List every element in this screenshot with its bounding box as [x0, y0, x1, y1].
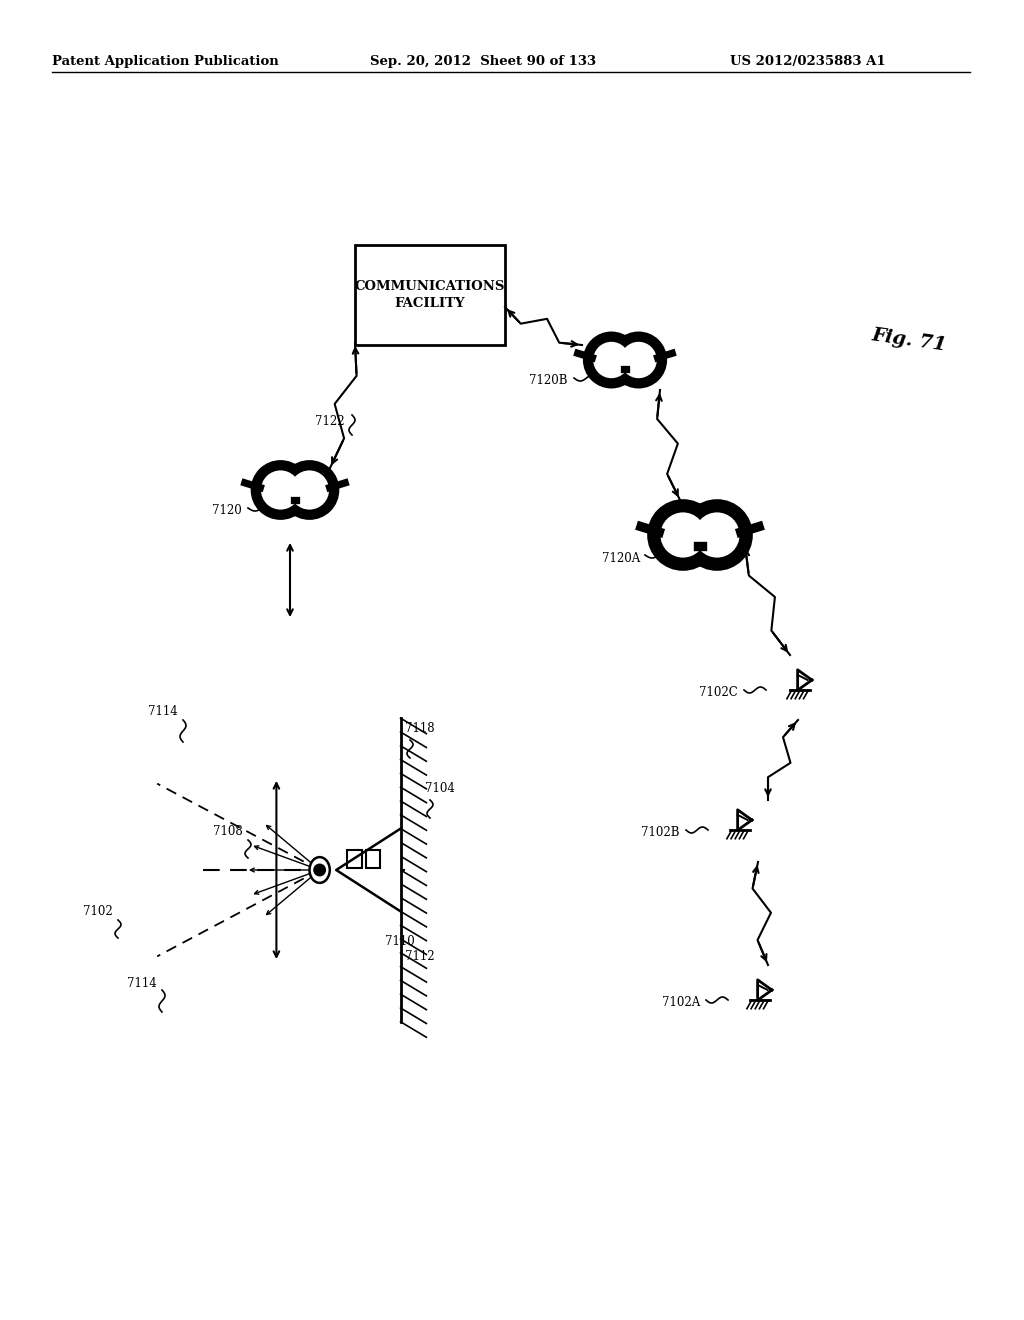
- Ellipse shape: [309, 857, 330, 883]
- Text: Sep. 20, 2012  Sheet 90 of 133: Sep. 20, 2012 Sheet 90 of 133: [370, 55, 596, 69]
- Circle shape: [593, 342, 630, 379]
- Text: 7118: 7118: [406, 722, 434, 735]
- Text: 7108: 7108: [213, 825, 243, 838]
- Polygon shape: [336, 829, 400, 911]
- Circle shape: [660, 512, 706, 557]
- Bar: [355, 246, 505, 345]
- Text: 7120B: 7120B: [529, 374, 568, 387]
- Text: 7102A: 7102A: [662, 995, 700, 1008]
- Circle shape: [694, 512, 739, 557]
- Text: 7120A: 7120A: [602, 552, 640, 565]
- Circle shape: [290, 470, 329, 510]
- Text: US 2012/0235883 A1: US 2012/0235883 A1: [730, 55, 886, 69]
- Text: 7114: 7114: [148, 705, 178, 718]
- Circle shape: [621, 342, 656, 379]
- Text: 7102: 7102: [83, 906, 113, 917]
- Text: 7112: 7112: [406, 950, 434, 964]
- Text: 7110: 7110: [385, 935, 415, 948]
- Circle shape: [261, 470, 300, 510]
- Text: 7102C: 7102C: [699, 685, 738, 698]
- Circle shape: [313, 863, 326, 876]
- Text: Fig. 71: Fig. 71: [870, 326, 947, 354]
- Text: COMMUNICATIONS
FACILITY: COMMUNICATIONS FACILITY: [354, 280, 505, 310]
- Text: 7104: 7104: [425, 781, 455, 795]
- Text: Patent Application Publication: Patent Application Publication: [52, 55, 279, 69]
- Text: 7114: 7114: [127, 977, 157, 990]
- Bar: [366, 850, 380, 869]
- Text: 7120: 7120: [212, 503, 242, 516]
- Text: 7102B: 7102B: [641, 825, 680, 838]
- Bar: [347, 850, 361, 869]
- Text: 7122: 7122: [315, 414, 345, 428]
